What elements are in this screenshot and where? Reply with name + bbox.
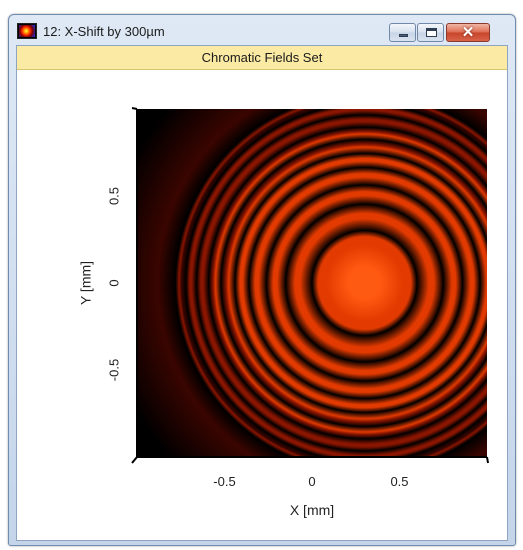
field-intensity-map[interactable] [137,109,487,457]
y-tick-label: 0 [106,279,121,286]
y-axis-end-tick [131,107,138,110]
x-tick-label: 0.5 [390,474,408,489]
x-axis-end-tick [486,456,489,464]
minimize-icon [399,34,408,37]
window-title: 12: X-Shift by 300µm [43,24,165,39]
document-area: Chromatic Fields Set -0.5 0 0.5 -0.5 0 0.5 X … [16,45,508,541]
axis-corner-tick [131,456,138,464]
plot-area: -0.5 0 0.5 -0.5 0 0.5 X [mm] Y [mm] [17,70,507,540]
title-bar[interactable]: 12: X-Shift by 300µm ✕ [9,15,515,45]
x-tick-label: 0 [308,474,315,489]
app-window: 12: X-Shift by 300µm ✕ Chromatic Fields … [8,14,516,546]
x-axis-label: X [mm] [290,502,334,518]
y-tick-label: 0.5 [106,187,121,205]
close-button[interactable]: ✕ [446,23,490,42]
panel-header: Chromatic Fields Set [17,46,507,70]
maximize-icon [426,28,437,37]
x-tick-label: -0.5 [213,474,235,489]
field-intensity-chart[interactable]: -0.5 0 0.5 -0.5 0 0.5 X [mm] Y [mm] [17,70,507,540]
y-axis-label: Y [mm] [78,261,94,305]
maximize-button[interactable] [417,23,444,42]
minimize-button[interactable] [389,23,416,42]
field-intensity-icon [17,23,37,39]
y-tick-label: -0.5 [106,359,121,381]
close-icon: ✕ [461,24,475,41]
